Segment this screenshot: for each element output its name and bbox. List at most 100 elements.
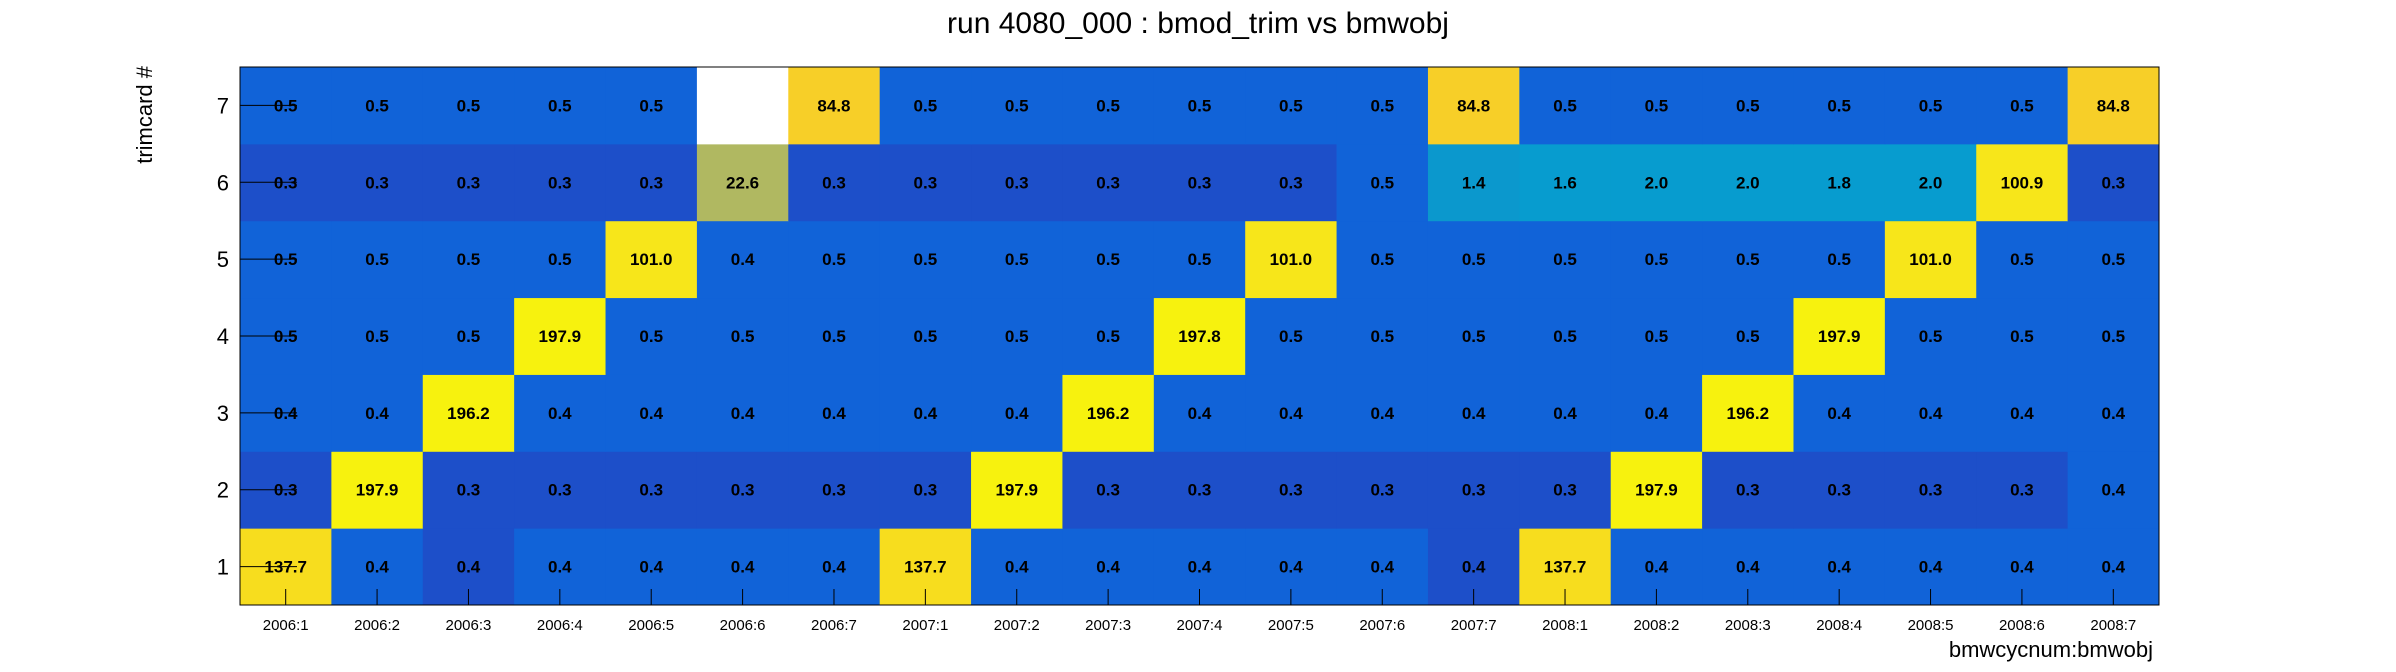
heatmap-cell [1884,297,1977,375]
cell-value-label: 197.8 [1178,327,1221,346]
cell-value-label: 0.5 [1370,250,1394,269]
x-tick-label: 2006:7 [811,617,857,634]
cell-value-label: 0.4 [1188,558,1212,577]
heatmap-cell [1702,297,1794,375]
x-tick-label: 2007:2 [994,617,1040,634]
cell-value-label: 0.3 [1919,481,1943,500]
cell-value-label: 1.6 [1553,173,1577,192]
heatmap-cell [1793,374,1886,452]
cell-value-label: 0.5 [1827,96,1851,115]
heatmap-cell [1793,451,1886,529]
heatmap-cell [1610,374,1703,452]
cell-value-label: 0.5 [2010,96,2034,115]
cell-value-label: 0.5 [1919,96,1943,115]
cell-value-label: 0.3 [1096,481,1120,500]
heatmap-cell [605,297,698,375]
cell-value-label: 100.9 [2001,173,2044,192]
heatmap-cell [696,374,789,452]
heatmap-cell [1336,67,1429,145]
cell-value-label: 0.5 [365,96,389,115]
heatmap-cell [2067,297,2160,375]
cell-value-label: 0.5 [914,327,938,346]
cell-value-label: 0.4 [1279,404,1303,423]
heatmap-cell [1976,143,2069,222]
heatmap-cell [1336,297,1429,375]
cell-value-label: 0.5 [1919,327,1943,346]
cell-value-label: 0.3 [1188,481,1212,500]
cell-value-label: 0.3 [914,481,938,500]
heatmap-cell [1336,374,1429,452]
x-tick-label: 2008:5 [1908,617,1954,634]
heatmap-cell [1062,374,1155,452]
x-tick-label: 2006:6 [720,617,766,634]
x-tick-label: 2007:6 [1359,617,1405,634]
heatmap-cell [1427,67,1520,145]
x-tick-label: 2006:3 [446,617,492,634]
heatmap-cell [331,220,424,299]
cell-value-label: 0.4 [1919,404,1943,423]
cell-value-label: 0.3 [731,481,755,500]
heatmap-cell [788,143,881,222]
heatmap-cell [1245,67,1338,145]
cell-value-label: 0.4 [1736,558,1760,577]
cell-value-label: 137.7 [1544,558,1587,577]
heatmap-cell [879,67,972,145]
cell-value-label: 0.4 [1005,558,1029,577]
heatmap-cell [879,143,972,222]
heatmap-cell [1976,220,2069,299]
cell-value-label: 197.9 [995,481,1038,500]
cell-value-label: 0.5 [1370,96,1394,115]
cell-value-label: 0.5 [1645,327,1669,346]
x-tick-label: 2006:5 [628,617,674,634]
cell-value-label: 0.5 [2101,327,2125,346]
cell-value-label: 0.4 [1645,404,1669,423]
cell-value-label: 0.4 [1919,558,1943,577]
cell-value-label: 0.3 [639,173,663,192]
cell-value-label: 0.5 [1736,327,1760,346]
x-tick-label: 2008:7 [2090,617,2136,634]
cell-value-label: 0.5 [1645,250,1669,269]
heatmap-cell [331,451,424,529]
heatmap-cell [1336,143,1429,222]
heatmap-cell [1519,374,1612,452]
cell-value-label: 1.4 [1462,173,1486,192]
heatmap-cell [1153,143,1246,222]
cell-value-label: 0.4 [365,404,389,423]
cell-value-label: 0.5 [1279,96,1303,115]
heatmap-cell [879,451,972,529]
heatmap-cell [1062,67,1155,145]
heatmap-cell [605,220,698,299]
cell-value-label: 0.3 [2010,481,2034,500]
cell-value-label: 0.5 [1827,250,1851,269]
cell-value-label: 0.4 [2010,558,2034,577]
heatmap-cell [605,143,698,222]
y-axis-ticks: 1 2 3 4 5 6 7 [217,93,297,580]
cell-value-label: 0.5 [639,327,663,346]
cell-value-label: 0.5 [1005,96,1029,115]
heatmap-cell [2067,374,2160,452]
cell-value-label: 197.9 [539,327,582,346]
cell-value-label: 0.4 [639,558,663,577]
heatmap-cell [1884,220,1977,299]
cell-value-label: 22.6 [726,173,759,192]
heatmap-cell [971,143,1063,222]
heatmap-cell [1793,143,1886,222]
cell-value-label: 0.5 [1462,327,1486,346]
heatmap-cell [696,297,789,375]
cell-value-label: 2.0 [1645,173,1669,192]
cell-value-label: 197.9 [356,481,399,500]
cell-value-label: 0.5 [2010,327,2034,346]
heatmap-cell [1336,451,1429,529]
cell-value-label: 0.3 [1188,173,1212,192]
heatmap-cell [605,374,698,452]
cell-value-label: 0.4 [1645,558,1669,577]
cell-value-label: 0.5 [365,327,389,346]
cell-value-label: 0.3 [1827,481,1851,500]
heatmap-cell [422,297,515,375]
cell-value-label: 0.5 [1279,327,1303,346]
heatmap-cell [1793,220,1886,299]
cell-value-label: 0.4 [2101,481,2125,500]
heatmap-cell [1245,451,1338,529]
cell-value-label: 0.5 [1188,250,1212,269]
heatmap-cell [879,374,972,452]
